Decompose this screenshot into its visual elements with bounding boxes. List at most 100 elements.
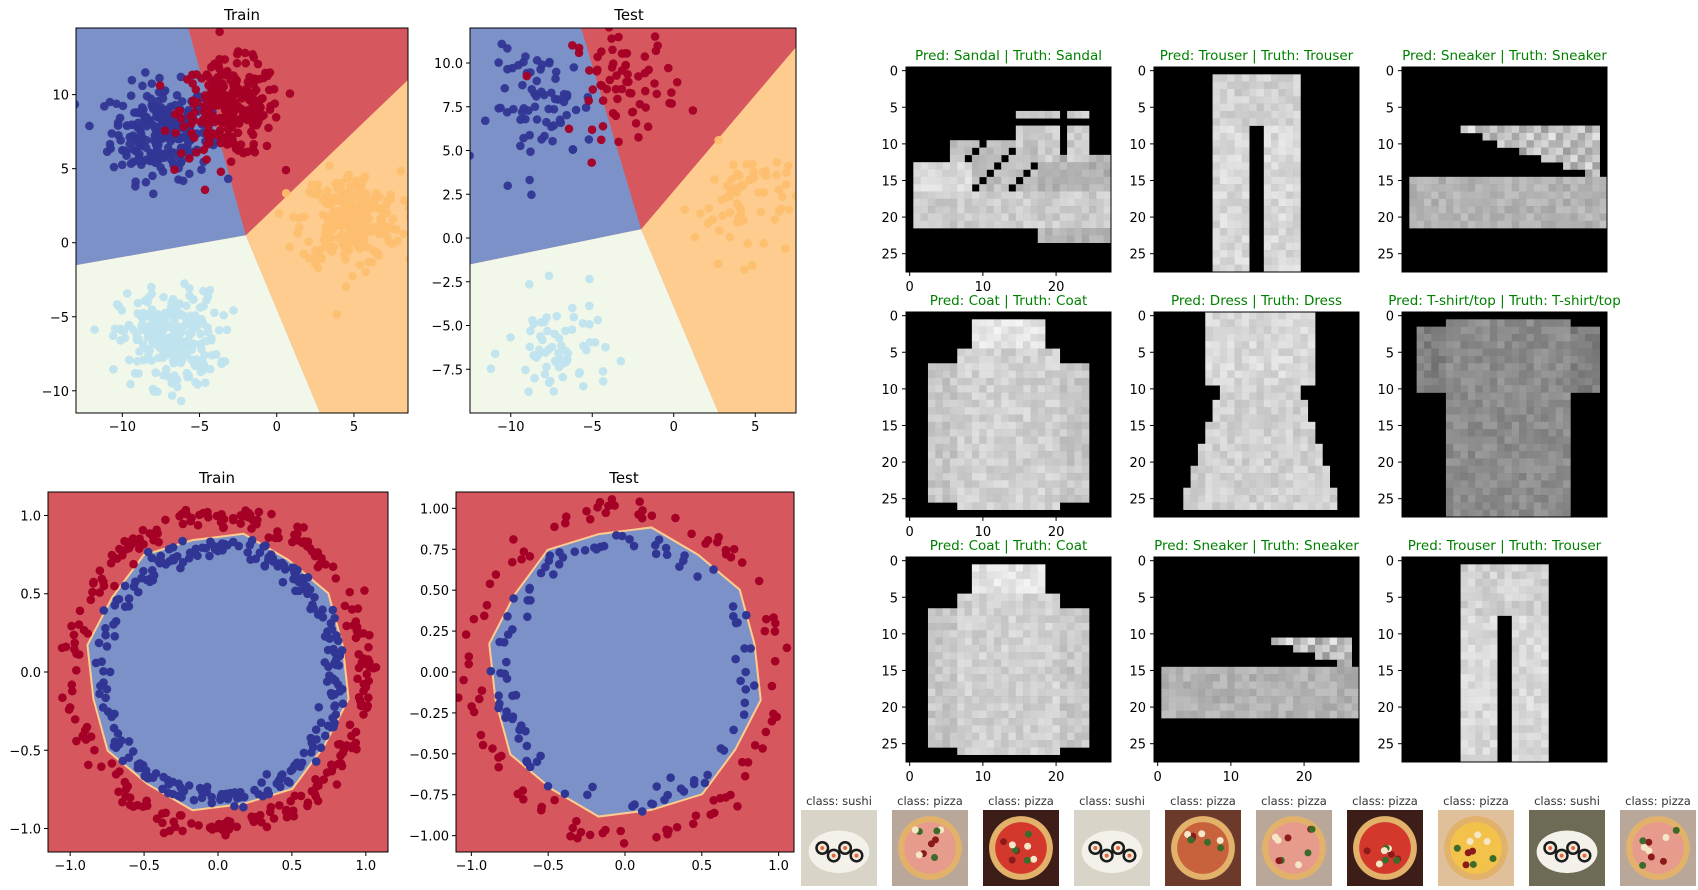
fashion-xtick-label: 0 xyxy=(906,525,914,540)
fashion-pixel xyxy=(1074,228,1083,236)
circle-test-point xyxy=(754,576,764,586)
fashion-ytick-label: 20 xyxy=(1377,456,1394,471)
fashion-pixel xyxy=(1563,191,1571,200)
fashion-pixel xyxy=(1271,125,1279,134)
fashion-pixel xyxy=(993,473,1002,481)
fashion-pixel xyxy=(1023,608,1031,616)
fashion-pixel xyxy=(1300,429,1309,437)
fashion-pixel xyxy=(1074,213,1083,222)
fashion-pixel xyxy=(1008,600,1017,609)
fashion-pixel xyxy=(1475,473,1483,481)
fashion-pixel xyxy=(1511,206,1520,214)
fashion-pixel xyxy=(1008,333,1017,342)
fashion-pixel xyxy=(1256,377,1265,386)
fashion-pixel xyxy=(1256,451,1265,459)
fashion-pixel xyxy=(971,220,980,229)
fashion-pixel xyxy=(1190,495,1199,503)
fashion-pixel xyxy=(1023,213,1031,222)
fashion-pixel xyxy=(1103,154,1112,163)
fashion-pixel xyxy=(935,363,943,371)
fashion-pixel xyxy=(1278,140,1287,148)
fashion-ytick-label: 10 xyxy=(1129,138,1146,153)
blob-train-point xyxy=(259,73,268,83)
fashion-pixel xyxy=(1001,451,1009,459)
fashion-pixel xyxy=(1263,385,1272,393)
fashion-pixel xyxy=(1497,125,1505,134)
fashion-pixel xyxy=(1023,220,1031,229)
fashion-pixel xyxy=(1293,348,1301,357)
fashion-panel: Pred: T-shirt/top | Truth: T-shirt/top05… xyxy=(1377,293,1621,518)
blob-test-point xyxy=(542,362,551,372)
fashion-pixel xyxy=(1052,593,1061,602)
blob-train-point xyxy=(160,126,170,136)
fashion-pixel xyxy=(1015,458,1024,467)
fashion-pixel xyxy=(1227,242,1235,251)
fashion-pixel xyxy=(1285,257,1294,265)
fashion-pixel xyxy=(957,703,965,712)
fashion-pixel xyxy=(1219,198,1228,207)
fashion-pixel xyxy=(1030,666,1039,675)
fashion-pixel xyxy=(1219,429,1228,437)
blob-train-point xyxy=(234,102,243,112)
fashion-pixel xyxy=(1541,206,1549,214)
fashion-pixel xyxy=(1045,392,1053,401)
fashion-pixel xyxy=(1234,436,1243,445)
fashion-pixel xyxy=(949,443,958,452)
blob-train-point xyxy=(106,144,115,153)
blob-test-point xyxy=(550,329,559,339)
fashion-pixel xyxy=(1052,355,1061,364)
fashion-pixel xyxy=(964,615,973,624)
fashion-pixel xyxy=(1256,319,1265,327)
fashion-pixel xyxy=(1293,480,1301,489)
fashion-pixel xyxy=(1541,348,1549,357)
blob-test-point xyxy=(598,121,608,131)
fashion-pixel xyxy=(1015,392,1024,401)
fashion-pixel xyxy=(986,622,995,631)
fashion-pixel xyxy=(1001,637,1009,646)
fashion-pixel xyxy=(1555,502,1564,510)
blob-train-point xyxy=(193,97,202,107)
circle-test-point xyxy=(721,545,731,555)
fashion-pixel xyxy=(1219,169,1228,178)
fashion-pixel xyxy=(1023,458,1031,467)
fashion-pixel xyxy=(1293,407,1301,415)
circle-train-point xyxy=(338,699,348,708)
fashion-pixel xyxy=(1030,593,1039,602)
fashion-pixel xyxy=(1103,162,1112,170)
circle-test-point xyxy=(509,594,518,603)
circle-test-point xyxy=(459,675,468,685)
fashion-pixel xyxy=(1504,458,1513,467)
circle-train-point xyxy=(269,814,279,823)
fashion-pixel xyxy=(1467,184,1476,192)
fashion-pixel xyxy=(1497,451,1505,459)
fashion-pixel xyxy=(1263,480,1272,489)
fashion-pixel xyxy=(1241,407,1250,415)
blob-train-point xyxy=(143,354,152,364)
fashion-pixel xyxy=(1008,480,1017,489)
fashion-pixel xyxy=(1263,88,1272,97)
blob-train-point xyxy=(145,345,154,355)
fashion-pixel xyxy=(1212,88,1221,97)
circle-train-point xyxy=(107,759,117,768)
fashion-pixel xyxy=(1015,220,1024,229)
fashion-pixel xyxy=(1285,319,1294,327)
blob-test-point xyxy=(737,180,747,190)
fashion-pixel xyxy=(1585,385,1593,393)
fashion-pixel xyxy=(993,688,1002,697)
fashion-pixel xyxy=(1015,652,1024,660)
blob-train-point xyxy=(208,130,218,140)
fashion-pixel xyxy=(1541,147,1549,156)
fashion-pixel xyxy=(1059,220,1068,229)
fashion-pixel xyxy=(986,725,995,734)
fashion-pixel xyxy=(964,495,973,503)
circle-test-ytick-label: −0.75 xyxy=(409,789,449,804)
fashion-pixel xyxy=(1489,495,1498,503)
fashion-pixel xyxy=(993,630,1002,638)
fashion-pixel xyxy=(1001,622,1009,631)
fashion-pixel xyxy=(1001,480,1009,489)
fashion-pixel xyxy=(1548,191,1557,200)
circle-train-point xyxy=(110,632,120,641)
fashion-pixel xyxy=(1563,125,1571,134)
fashion-pixel xyxy=(1030,213,1039,222)
fashion-pixel xyxy=(1431,176,1439,185)
